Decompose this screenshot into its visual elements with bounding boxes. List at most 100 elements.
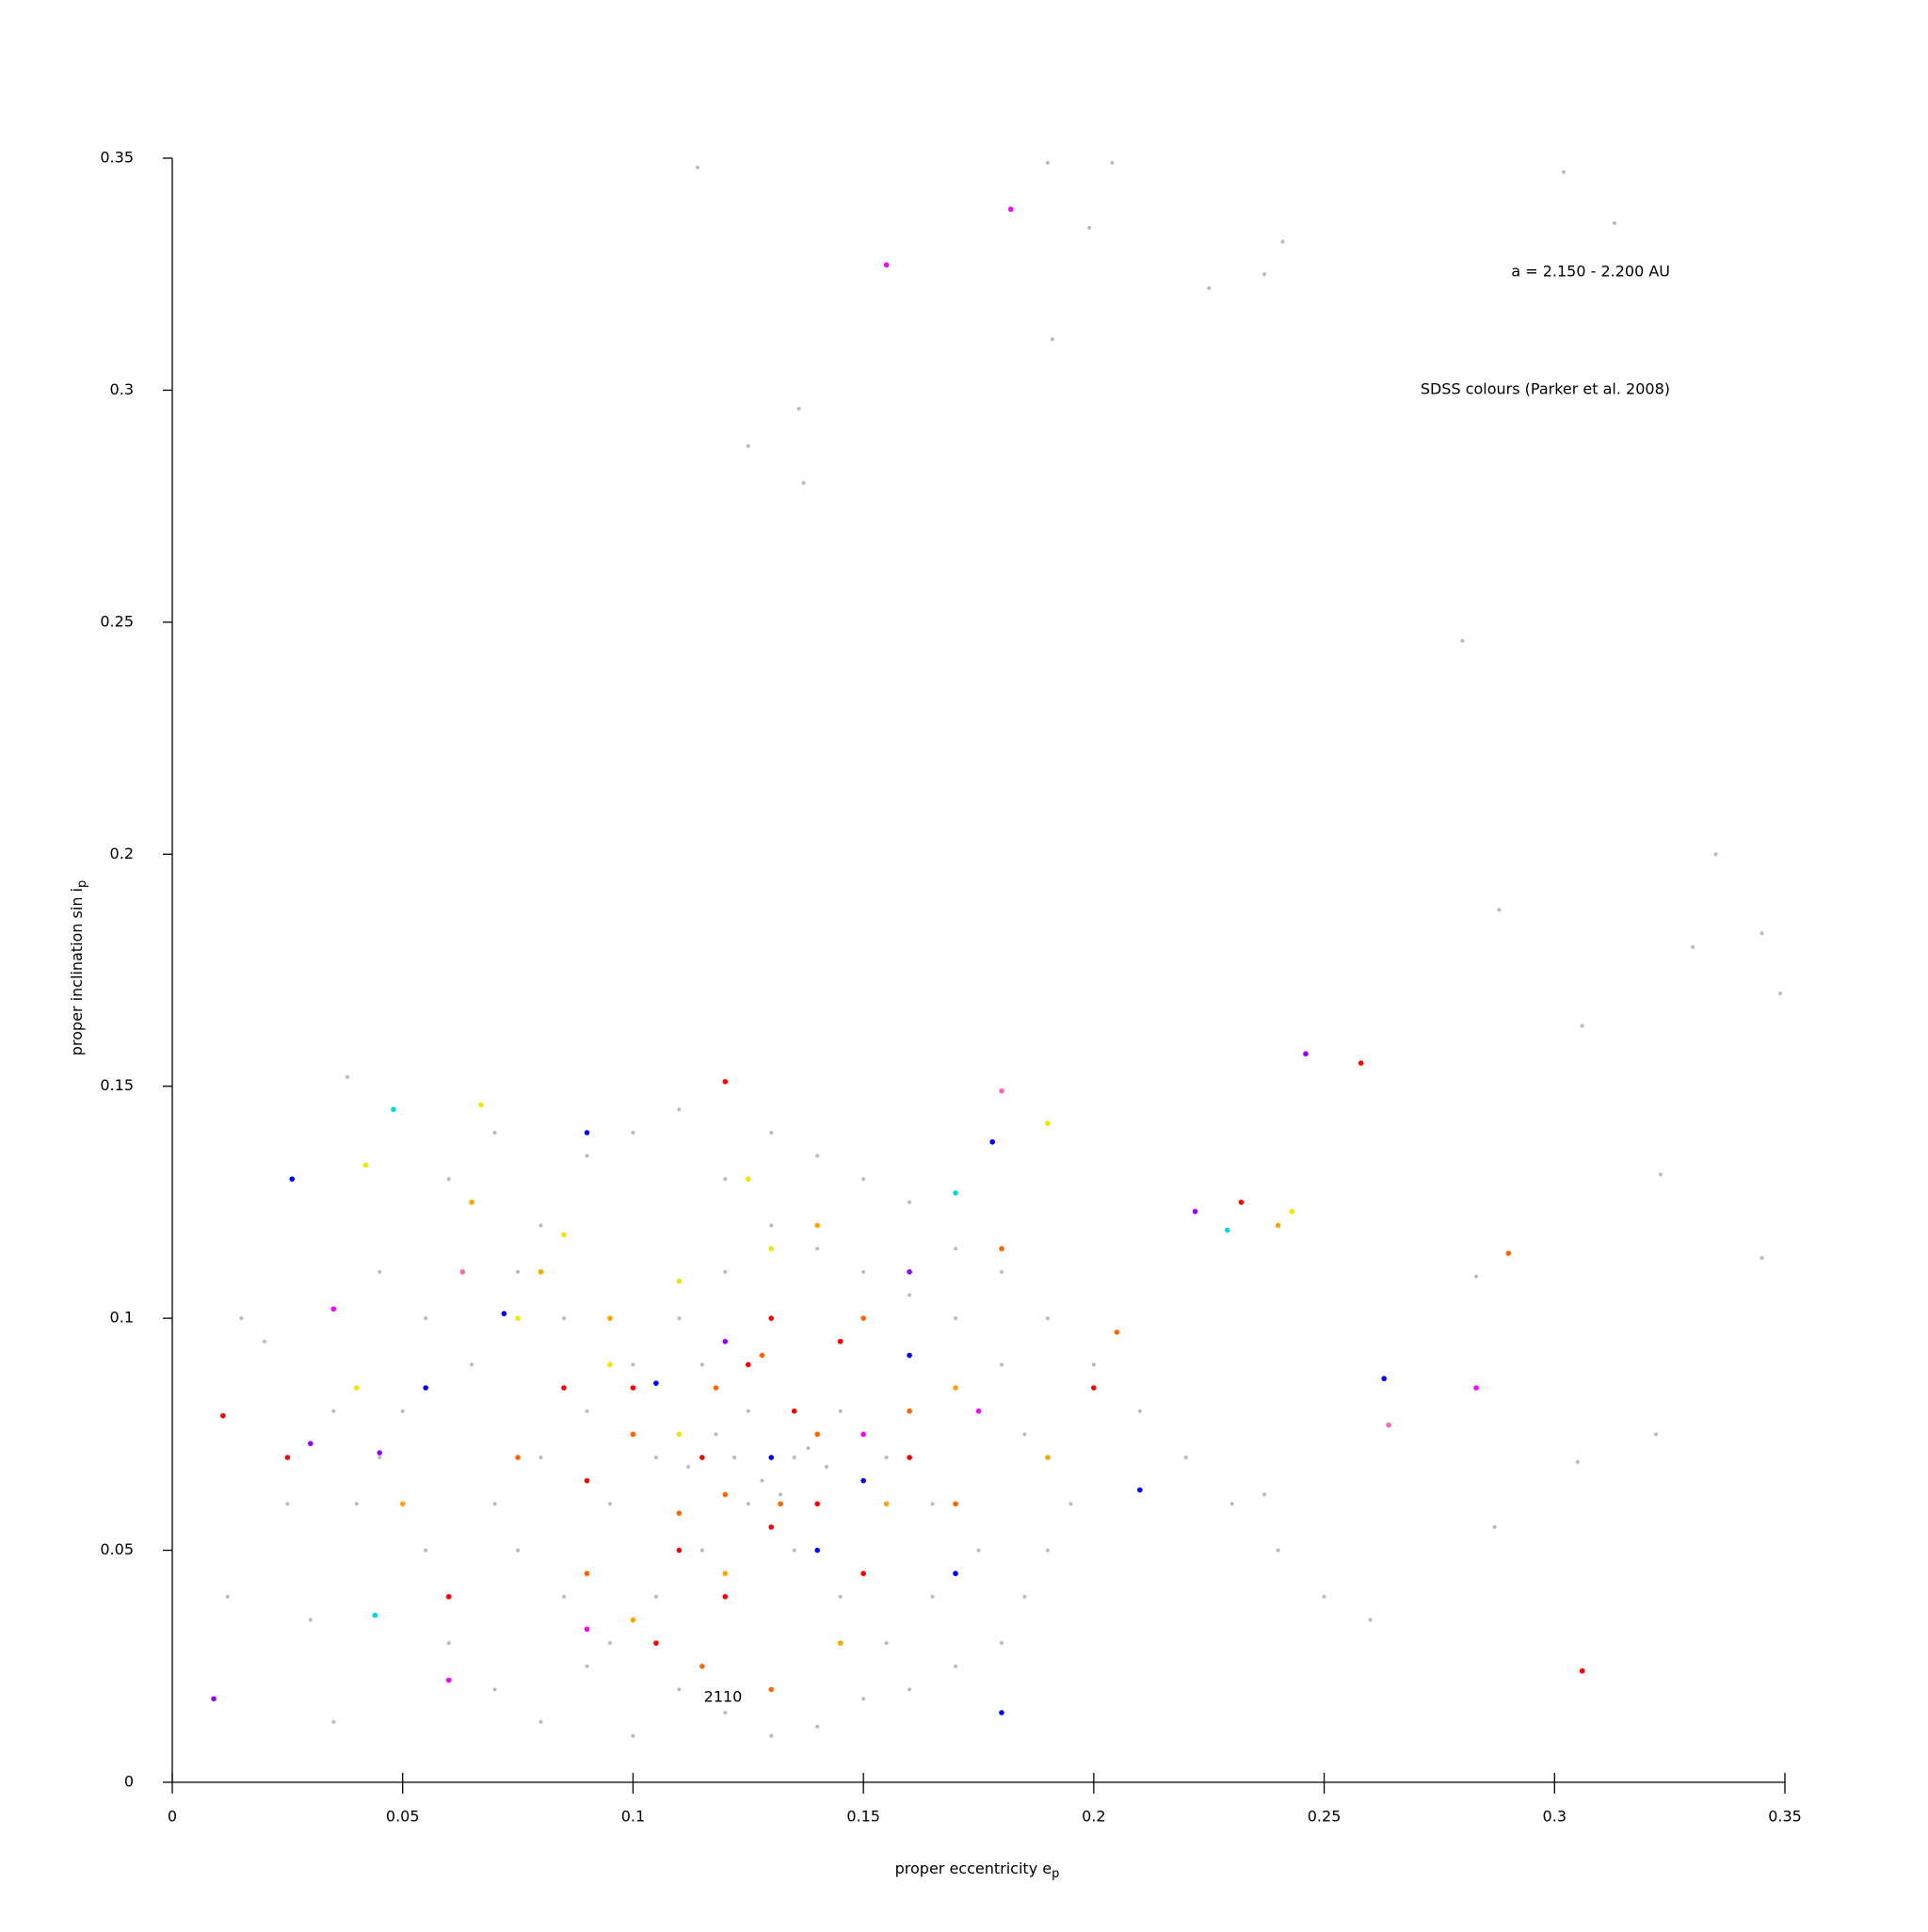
data-point [585, 1409, 589, 1413]
y-axis-label: proper inclination sin ip [68, 880, 89, 1056]
y-axis-label-main: proper inclination sin i [68, 888, 86, 1055]
data-point [1358, 1060, 1364, 1066]
data-point [653, 1380, 659, 1386]
data-point [768, 1455, 775, 1460]
data-point [1091, 1362, 1096, 1367]
data-point [699, 1455, 705, 1460]
data-point [631, 1733, 635, 1738]
data-point [713, 1385, 719, 1391]
data-point [1045, 1455, 1051, 1460]
data-point [584, 1570, 590, 1577]
data-point [424, 1316, 428, 1321]
data-point [806, 1446, 811, 1451]
data-point [1575, 1459, 1580, 1464]
data-point [769, 1131, 774, 1135]
data-point [492, 1502, 497, 1506]
data-point [769, 1223, 774, 1228]
data-point [1050, 337, 1054, 342]
data-point [630, 1385, 636, 1391]
data-point [225, 1594, 230, 1599]
data-point [1276, 1548, 1280, 1553]
x-axis-label-main: proper eccentricity e [895, 1860, 1052, 1877]
data-point [1022, 1594, 1027, 1599]
y-tick-label: 0.2 [110, 845, 134, 862]
data-point [860, 1431, 866, 1438]
data-point [837, 1640, 844, 1646]
data-point [999, 1362, 1004, 1367]
y-tick-label: 0.05 [100, 1540, 134, 1558]
data-point [722, 1491, 729, 1498]
data-point [585, 1664, 589, 1668]
x-axis-label-sub: p [1052, 1867, 1059, 1881]
data-point [1114, 1329, 1120, 1335]
data-point [930, 1502, 935, 1506]
data-point [423, 1385, 428, 1391]
data-point [954, 1247, 958, 1251]
data-point [768, 1315, 775, 1321]
data-point [630, 1617, 636, 1623]
data-point [631, 1131, 635, 1135]
data-point [607, 1361, 613, 1368]
x-tick-label: 0.25 [1308, 1808, 1342, 1826]
data-point [538, 1719, 543, 1724]
data-point [677, 1316, 682, 1321]
data-point [815, 1153, 820, 1158]
data-point [470, 1362, 474, 1367]
data-point [1261, 1492, 1266, 1497]
data-point [814, 1431, 820, 1438]
data-point [907, 1269, 912, 1275]
data-point [630, 1431, 636, 1438]
data-point [907, 1408, 912, 1414]
data-point [492, 1687, 497, 1692]
data-point [746, 1409, 750, 1413]
data-point [1007, 206, 1014, 213]
y-tick-label: 0.1 [110, 1309, 134, 1327]
data-point [976, 1548, 981, 1553]
data-point [538, 1269, 544, 1275]
data-point [220, 1412, 226, 1419]
data-point [1303, 1051, 1309, 1057]
data-point [1381, 1376, 1387, 1382]
data-point [1460, 638, 1465, 643]
data-point [954, 1664, 958, 1668]
data-point [815, 1724, 820, 1729]
data-point [561, 1385, 567, 1391]
data-point [722, 1570, 729, 1577]
x-tick-label: 0 [168, 1808, 177, 1826]
data-point [1289, 1208, 1295, 1215]
data-point [561, 1232, 567, 1238]
data-point [746, 1502, 750, 1506]
data-point [676, 1278, 683, 1284]
data-point [308, 1441, 313, 1447]
x-tick-label: 0.15 [846, 1808, 880, 1826]
data-point [1192, 1208, 1198, 1215]
data-point [861, 1269, 866, 1274]
data-point [1045, 1316, 1050, 1321]
data-point [492, 1131, 497, 1135]
data-point [331, 1409, 336, 1413]
data-point [975, 1408, 982, 1414]
data-point [883, 262, 890, 268]
data-point [908, 1293, 912, 1297]
x-tick-label: 0.05 [386, 1808, 420, 1826]
y-tick-label: 0.3 [110, 380, 134, 398]
data-point [1759, 931, 1764, 936]
data-point [446, 1641, 451, 1646]
data-point [515, 1315, 521, 1321]
y-tick-label: 0.15 [100, 1076, 134, 1094]
data-point [908, 1687, 912, 1692]
data-point [759, 1352, 765, 1359]
data-point [501, 1311, 507, 1317]
data-point [1759, 1256, 1764, 1261]
data-point [1110, 160, 1115, 165]
data-point [239, 1316, 244, 1321]
data-point [768, 1524, 775, 1530]
data-point [908, 1199, 912, 1204]
data-point [1612, 221, 1616, 225]
data-point [445, 1594, 452, 1600]
data-point [999, 1641, 1004, 1646]
data-point [562, 1594, 567, 1599]
data-point [953, 1385, 958, 1391]
data-point [584, 1626, 590, 1633]
data-point [1224, 1227, 1230, 1233]
